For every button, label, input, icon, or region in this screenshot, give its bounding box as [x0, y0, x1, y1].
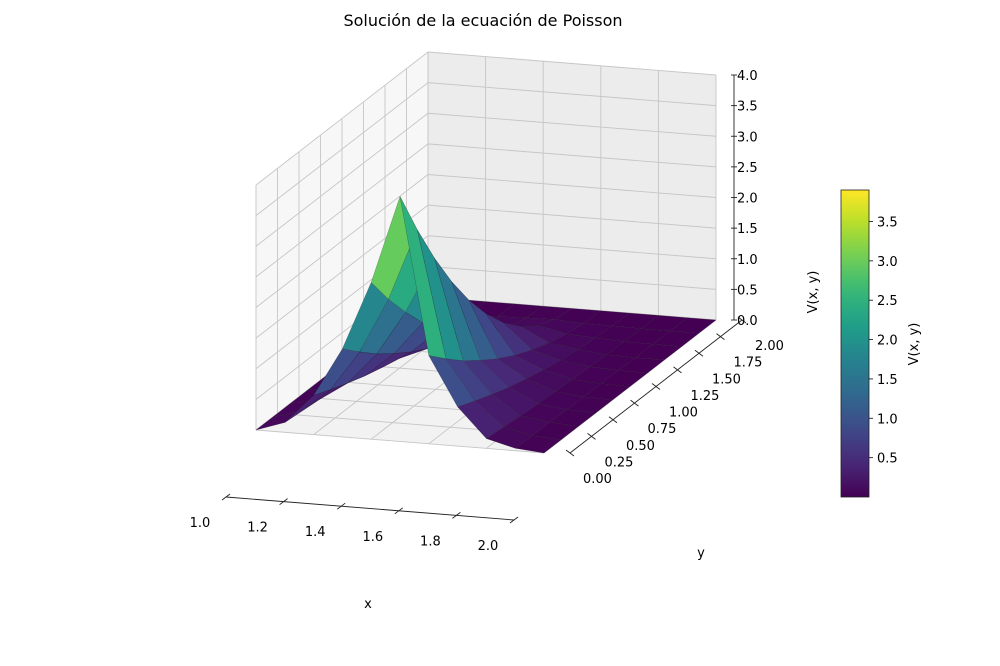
- x-tick-label: 1.8: [420, 534, 441, 549]
- x-tick-label: 1.4: [305, 525, 326, 540]
- surface-patch: [514, 435, 562, 454]
- z-gridline-back: [427, 204, 717, 229]
- y-tick-mark: [694, 349, 704, 357]
- z-tick-label: 1.0: [737, 253, 758, 268]
- colorbar-tick-label: 3.0: [877, 255, 898, 270]
- z-gridline-back: [427, 235, 717, 260]
- z-gridline-left: [255, 51, 429, 186]
- z-tick-label: 0.0: [737, 314, 758, 329]
- y-tick-mark: [651, 383, 661, 390]
- x-tick-mark: [279, 498, 288, 505]
- y-tick-label: 0.00: [583, 472, 612, 487]
- colorbar: 0.5 1.0 1.5 2.0 2.5 3.0 3.5: [840, 189, 898, 498]
- z-gridline-left: [255, 174, 429, 308]
- z-tick-label: 3.0: [737, 130, 758, 145]
- y-tick-mark: [737, 316, 747, 324]
- z-tick-label: 1.5: [737, 222, 758, 237]
- x-axis-line: [225, 496, 515, 521]
- y-tick-mark: [673, 366, 682, 374]
- x-tick-label: 1.0: [190, 516, 211, 531]
- x-tick-mark: [221, 493, 231, 501]
- colorbar-tick-label: 3.5: [877, 215, 898, 230]
- x-tick-mark: [509, 516, 519, 524]
- colorbar-tick-label: 1.5: [877, 373, 898, 388]
- z-gridline-back: [427, 51, 717, 76]
- colorbar-tick-label: 2.5: [877, 294, 898, 309]
- y-tick-mark: [608, 416, 618, 424]
- x-tick-mark: [336, 502, 346, 510]
- colorbar-gradient: [840, 189, 870, 498]
- y-tick-label: 1.75: [734, 356, 763, 371]
- y-tick-mark: [565, 449, 575, 457]
- y-tick-mark: [630, 399, 639, 407]
- y-tick-label: 0.25: [605, 455, 634, 470]
- z-tick-label: 3.5: [737, 100, 758, 115]
- x-tick-mark: [394, 507, 404, 515]
- z-axis-label: V(x, y): [806, 271, 821, 314]
- colorbar-label: V(x, y): [907, 323, 922, 366]
- z-tick-label: 2.0: [737, 192, 758, 207]
- y-axis-label: y: [697, 546, 705, 561]
- y-tick-label: 1.00: [669, 406, 698, 421]
- z-gridline-left: [255, 82, 429, 216]
- z-gridline-back: [427, 112, 717, 137]
- surface-plot: [255, 196, 717, 454]
- z-gridline-back: [427, 143, 717, 168]
- z-gridline-back: [427, 82, 717, 107]
- y-tick-mark: [716, 333, 725, 340]
- z-gridline-left: [255, 112, 429, 247]
- y-tick-mark: [587, 433, 596, 440]
- x-tick-label: 2.0: [478, 539, 499, 554]
- y-tick-label: 1.25: [691, 389, 720, 404]
- colorbar-tick-label: 1.0: [877, 412, 898, 427]
- chart-title: Solución de la ecuación de Poisson: [343, 11, 622, 30]
- y-tick-label: 0.75: [648, 422, 677, 437]
- z-tick-label: 0.5: [737, 283, 758, 298]
- x-axis-label: x: [364, 597, 372, 612]
- z-gridline-back: [427, 174, 717, 198]
- x-tick-label: 1.2: [247, 521, 268, 536]
- z-gridline-back: [427, 265, 717, 290]
- y-gridline-floor: [255, 429, 545, 454]
- z-tick-label: 2.5: [737, 161, 758, 176]
- tick-labels: 1.0 1.2 1.4 1.6 1.8 2.0 0.00 0.250.50 0.751.00 1.…: [190, 69, 784, 554]
- z-gridline-left: [255, 143, 429, 278]
- y-tick-label: 2.00: [755, 339, 784, 354]
- z-tick-label: 4.0: [737, 69, 758, 84]
- x-tick-mark: [452, 512, 461, 519]
- y-tick-label: 0.50: [626, 439, 655, 454]
- y-tick-label: 1.50: [712, 372, 741, 387]
- colorbar-tick-label: 0.5: [877, 452, 898, 467]
- x-tick-label: 1.6: [362, 530, 383, 545]
- colorbar-tick-label: 2.0: [877, 334, 898, 349]
